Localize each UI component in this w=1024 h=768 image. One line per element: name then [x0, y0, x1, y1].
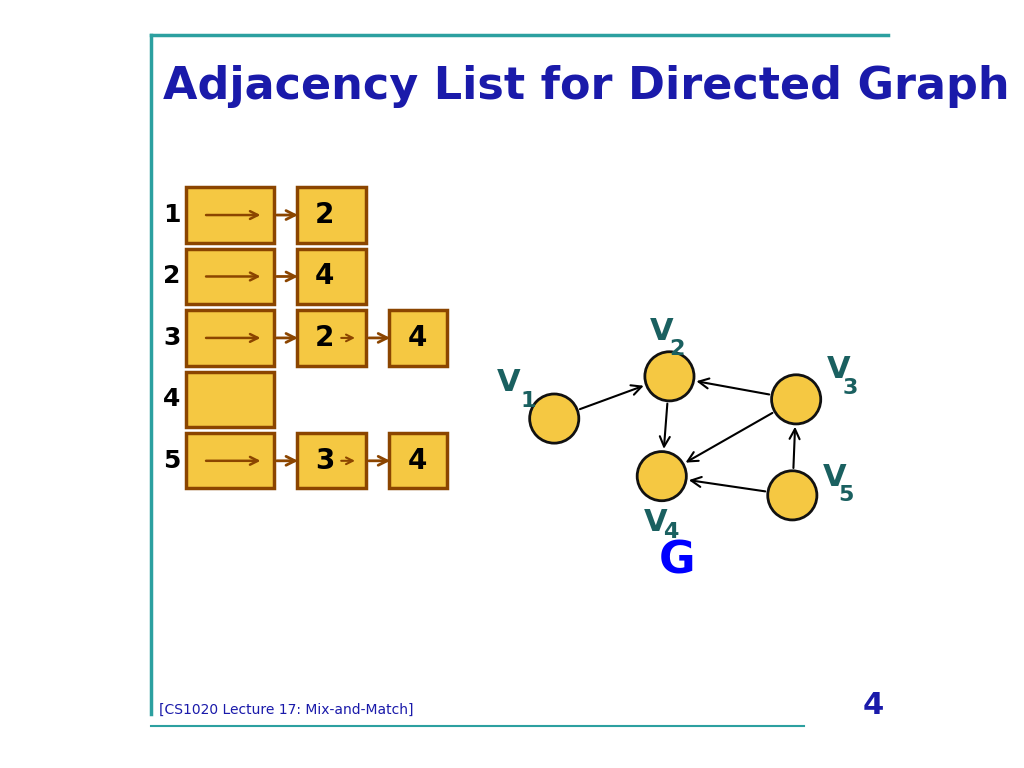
Text: 3: 3 — [842, 378, 858, 398]
Text: 2: 2 — [315, 324, 334, 352]
Text: 2: 2 — [163, 264, 180, 289]
Text: 5: 5 — [839, 485, 854, 505]
Text: 5: 5 — [163, 449, 180, 473]
Text: 4: 4 — [409, 324, 428, 352]
Text: Adjacency List for Directed Graph: Adjacency List for Directed Graph — [163, 65, 1010, 108]
Text: V: V — [827, 355, 851, 384]
FancyBboxPatch shape — [185, 433, 274, 488]
Text: 4: 4 — [315, 263, 334, 290]
Text: G: G — [658, 539, 695, 582]
Text: 4: 4 — [409, 447, 428, 475]
Text: 4: 4 — [862, 690, 884, 720]
FancyBboxPatch shape — [297, 433, 367, 488]
Text: V: V — [823, 462, 847, 492]
Text: 2: 2 — [315, 201, 334, 229]
FancyBboxPatch shape — [297, 249, 367, 304]
Text: V: V — [650, 316, 674, 346]
Text: 3: 3 — [163, 326, 180, 350]
Text: [CS1020 Lecture 17: Mix-and-Match]: [CS1020 Lecture 17: Mix-and-Match] — [159, 703, 414, 717]
FancyBboxPatch shape — [185, 249, 274, 304]
FancyBboxPatch shape — [185, 310, 274, 366]
FancyBboxPatch shape — [389, 310, 446, 366]
Circle shape — [529, 394, 579, 443]
Text: V: V — [497, 368, 520, 397]
Text: 4: 4 — [163, 387, 180, 412]
FancyBboxPatch shape — [297, 187, 367, 243]
Circle shape — [768, 471, 817, 520]
FancyBboxPatch shape — [297, 310, 367, 366]
FancyBboxPatch shape — [185, 187, 274, 243]
Text: 1: 1 — [520, 391, 536, 411]
Circle shape — [637, 452, 686, 501]
Text: V: V — [644, 508, 668, 538]
Text: 3: 3 — [315, 447, 334, 475]
Text: 2: 2 — [670, 339, 685, 359]
Text: 1: 1 — [163, 203, 180, 227]
Circle shape — [772, 375, 821, 424]
Text: 4: 4 — [664, 522, 679, 542]
Circle shape — [645, 352, 694, 401]
FancyBboxPatch shape — [389, 433, 446, 488]
FancyBboxPatch shape — [185, 372, 274, 427]
